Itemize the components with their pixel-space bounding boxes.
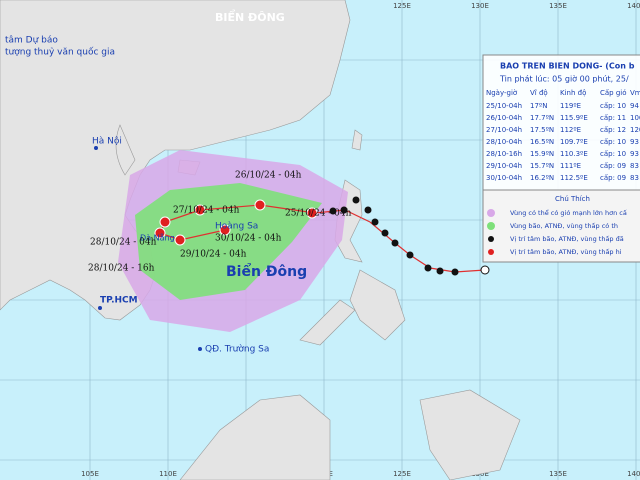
grid-label: 105E — [81, 470, 99, 478]
info-table: Ngày-giờ Vĩ độ Kinh độ Cấp gió Vm 25/10-04h 17… — [486, 89, 640, 182]
place: QĐ. Trường Sa — [205, 344, 269, 355]
legend-swatch — [488, 249, 494, 255]
track-label: 27/10/24 - 04h — [173, 206, 240, 216]
table-cell: 15.9ºN — [530, 150, 554, 158]
table-cell: 112ºE — [560, 126, 581, 134]
table-header: Ngày-giờ — [486, 89, 518, 97]
place: BIỂN ĐÔNG — [215, 9, 285, 24]
legend-item: Vị trí tâm bão, ATNĐ, vùng thấp hi — [510, 248, 622, 256]
borneo — [179, 389, 521, 480]
grid-label: 140E — [627, 470, 640, 478]
table-cell: 94 — [630, 102, 639, 110]
table-header: Vm — [630, 89, 640, 97]
legend-item: Vùng có thể có gió mạnh lớn hơn cấ — [510, 208, 627, 217]
table-cell: 106 — [630, 114, 640, 122]
past-positions — [329, 196, 490, 276]
table-cell: 110.3ºE — [560, 150, 588, 158]
place: Đà Nẵng — [140, 233, 175, 243]
table-cell: 17.5ºN — [530, 126, 554, 134]
table-cell: 17.7ºN — [530, 114, 554, 122]
legend-box — [482, 189, 640, 263]
table-cell: 83 — [630, 162, 639, 170]
info-issued: Tin phát lúc: 05 giờ 00 phút, 25/ — [499, 74, 629, 84]
storm-area — [135, 183, 322, 300]
info-title: BAO TREN BIEN DONG- (Con b — [500, 62, 635, 71]
agency: tượng thuỷ văn quốc gia — [5, 47, 115, 58]
agency: tâm Dự báo — [5, 36, 58, 46]
table-cell: cấp: 11 — [600, 114, 626, 122]
table-header: Kinh độ — [560, 89, 586, 97]
table-cell: cấp: 10 — [600, 138, 626, 146]
table-cell: 16.2ºN — [530, 174, 554, 182]
table-cell: 27/10-04h — [486, 126, 522, 134]
city-dot — [94, 146, 98, 150]
table-cell: 29/10-04h — [486, 162, 522, 170]
table-cell: 112.5ºE — [560, 174, 588, 182]
grid-label: 125E — [393, 2, 411, 10]
track-label: 26/10/24 - 04h — [235, 171, 302, 181]
table-cell: 26/10-04h — [486, 114, 522, 122]
table-cell: cấp: 12 — [600, 126, 626, 134]
table-cell: 119ºE — [560, 102, 581, 110]
grid-label: 110E — [159, 470, 177, 478]
table-cell: 109.7ºE — [560, 138, 588, 146]
city-dot — [98, 306, 102, 310]
table-cell: cấp: 10 — [600, 150, 626, 158]
track-label: 28/10/24 - 16h — [88, 264, 155, 274]
legend-swatch — [487, 222, 495, 230]
table-cell: 16.5ºN — [530, 138, 554, 146]
table-header: Vĩ độ — [530, 89, 548, 97]
legend: Vùng có thể có gió mạnh lớn hơn cấ Vùng b… — [510, 208, 627, 256]
legend-item: Vùng bão, ATNĐ, vùng thấp có th — [510, 222, 618, 230]
table-cell: 28/10-04h — [486, 138, 522, 146]
table-cell: 17ºN — [530, 102, 547, 110]
grid-label: 135E — [549, 2, 567, 10]
place: Biển Đông — [226, 263, 307, 280]
table-cell: 93 — [630, 150, 639, 158]
place: Hà Nội — [92, 136, 122, 147]
grid-label: 130E — [471, 2, 489, 10]
place: Hoàng Sa — [215, 222, 258, 232]
table-cell: cấp: 09 — [600, 162, 626, 170]
table-cell: 111ºE — [560, 162, 581, 170]
taiwan — [351, 129, 363, 151]
table-cell: 93 — [630, 138, 639, 146]
track-label: 29/10/24 - 04h — [180, 250, 247, 260]
legend-swatch — [488, 236, 494, 242]
coast — [115, 124, 136, 176]
grid-label: 135E — [549, 470, 567, 478]
table-cell: cấp: 09 — [600, 174, 626, 182]
island-dot — [198, 347, 202, 351]
table-cell: cấp: 10 — [600, 102, 626, 110]
table-cell: 28/10-16h — [486, 150, 522, 158]
legend-item: Vị trí tâm bão, ATNĐ, vùng thấp đã — [510, 235, 624, 243]
track-label: 25/10/24 - 04h — [285, 209, 352, 219]
table-header: Cấp gió — [600, 89, 627, 97]
track-label: 30/10/24 - 04h — [215, 234, 282, 244]
forecast-positions — [154, 199, 318, 246]
table-cell: 25/10-04h — [486, 102, 522, 110]
table-cell: 30/10-04h — [486, 174, 522, 182]
grid-label: 125E — [393, 470, 411, 478]
table-cell: 15.7ºN — [530, 162, 554, 170]
table-cell: 83 — [630, 174, 639, 182]
track-label: 28/10/24 - 04h — [90, 238, 157, 248]
place: TP.HCM — [100, 296, 138, 306]
table-cell: 115.9ºE — [560, 114, 588, 122]
table-cell: 120 — [630, 126, 640, 134]
legend-swatch — [487, 209, 495, 217]
grid-label: 140E — [627, 2, 640, 10]
legend-title: Chú Thích — [555, 195, 590, 203]
